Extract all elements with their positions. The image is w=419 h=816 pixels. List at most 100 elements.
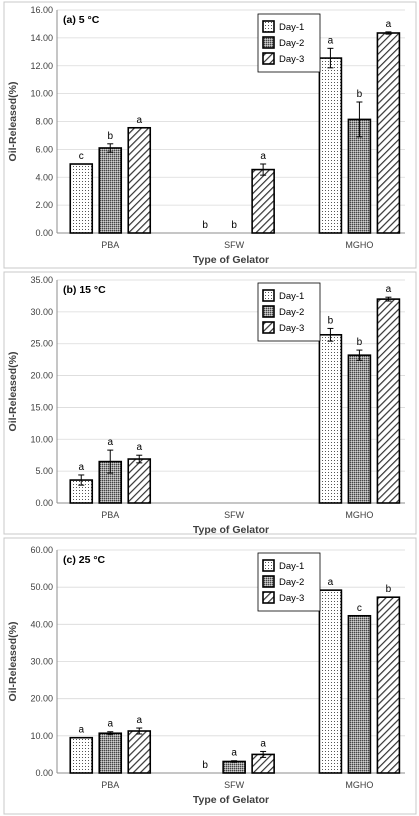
x-category-label: SFW: [224, 510, 245, 520]
bar-pba-day-2: [98, 147, 123, 234]
x-category-label: MGHO: [345, 510, 373, 520]
significance-label: b: [202, 220, 208, 231]
bar-pba-day-1: [69, 736, 94, 774]
bar-pba-day-2: [98, 732, 123, 774]
x-category-label: MGHO: [345, 240, 373, 250]
significance-label: a: [107, 719, 113, 730]
significance-label: a: [107, 437, 113, 448]
significance-label: a: [78, 725, 84, 736]
legend-swatch: [262, 575, 275, 588]
legend-swatch: [262, 289, 275, 302]
x-axis-title: Type of Gelator: [193, 254, 269, 266]
legend-entry: Day-3: [279, 323, 304, 334]
legend-swatch: [262, 52, 275, 65]
y-axis-title: Oil-Released(%): [7, 352, 19, 432]
significance-label: a: [260, 151, 266, 162]
bar-sfw-day-3: [251, 168, 275, 234]
significance-label: c: [357, 603, 362, 614]
significance-label: a: [386, 284, 392, 295]
y-axis-title: Oil-Released(%): [7, 82, 19, 162]
y-tick-label: 60.00: [30, 545, 53, 555]
y-tick-label: 15.00: [30, 402, 53, 412]
bar-pba-day-3: [127, 730, 152, 774]
bar-mgho-day-2: [347, 614, 372, 774]
bar-mgho-day-2: [347, 354, 372, 504]
bar-pba-day-1: [69, 163, 94, 234]
y-tick-label: 30.00: [30, 307, 53, 317]
chart-panel-2: 0.00 5.00 10.00 15.00 20.00 25.00 30.00 35.00 a a…: [3, 271, 417, 536]
significance-label: a: [260, 738, 266, 749]
y-tick-label: 10.00: [30, 434, 53, 444]
significance-label: b: [231, 220, 237, 231]
panel-title: (c) 25 °C: [63, 554, 106, 566]
significance-label: a: [386, 19, 392, 30]
significance-label: a: [136, 715, 142, 726]
y-tick-label: 40.00: [30, 619, 53, 629]
y-axis-title: Oil-Released(%): [7, 622, 19, 702]
significance-label: a: [136, 442, 142, 453]
bar-pba-day-3: [127, 458, 152, 504]
y-tick-label: 8.00: [35, 117, 53, 127]
x-axis-title: Type of Gelator: [193, 524, 269, 536]
y-tick-label: 12.00: [30, 61, 53, 71]
legend-entry: Day-1: [279, 291, 304, 302]
chart-panel-3: 0.00 10.00 20.00 30.00 40.00 50.00 60.00 a a a PBA…: [3, 537, 417, 815]
y-tick-label: 0.00: [35, 228, 53, 238]
legend-swatch: [262, 305, 275, 318]
y-tick-label: 16.00: [30, 5, 53, 15]
legend-swatch: [262, 20, 275, 33]
x-category-label: PBA: [101, 240, 119, 250]
y-tick-label: 25.00: [30, 339, 53, 349]
legend-entry: Day-3: [279, 54, 304, 65]
y-tick-label: 2.00: [35, 200, 53, 210]
y-tick-label: 14.00: [30, 33, 53, 43]
bar-sfw-day-2: [222, 760, 246, 774]
x-category-label: SFW: [224, 780, 245, 790]
significance-label: a: [136, 115, 142, 126]
x-axis-title: Type of Gelator: [193, 794, 269, 806]
y-tick-label: 20.00: [30, 694, 53, 704]
y-tick-label: 10.00: [30, 89, 53, 99]
x-category-label: SFW: [224, 240, 245, 250]
panel-title: (a) 5 °C: [63, 14, 100, 26]
bar-mgho-day-3: [376, 32, 401, 234]
y-tick-label: 5.00: [35, 466, 53, 476]
y-tick-label: 35.00: [30, 275, 53, 285]
significance-label: b: [328, 315, 334, 326]
panel-title: (b) 15 °C: [63, 284, 106, 296]
bar-mgho-day-1: [318, 333, 343, 504]
significance-label: b: [202, 760, 208, 771]
y-tick-label: 4.00: [35, 172, 53, 182]
legend-swatch: [262, 321, 275, 334]
legend-entry: Day-2: [279, 307, 304, 318]
bar-mgho-day-1: [318, 589, 343, 774]
y-tick-label: 6.00: [35, 144, 53, 154]
legend-swatch: [262, 559, 275, 572]
x-category-label: MGHO: [345, 780, 373, 790]
y-tick-label: 50.00: [30, 582, 53, 592]
y-tick-label: 0.00: [35, 498, 53, 508]
significance-label: b: [107, 131, 113, 142]
significance-label: a: [328, 577, 334, 588]
bar-mgho-day-3: [376, 596, 401, 774]
legend-entry: Day-1: [279, 561, 304, 572]
x-category-label: PBA: [101, 780, 119, 790]
chart-panel-1: 0.00 2.00 4.00 6.00 8.00 10.00 12.00 14.00 16.00…: [3, 1, 417, 269]
y-tick-label: 0.00: [35, 768, 53, 778]
legend-swatch: [262, 591, 275, 604]
significance-label: b: [386, 584, 392, 595]
significance-label: b: [357, 89, 363, 100]
significance-label: b: [357, 337, 363, 348]
y-tick-label: 30.00: [30, 657, 53, 667]
legend-entry: Day-2: [279, 577, 304, 588]
legend-entry: Day-2: [279, 38, 304, 49]
y-tick-label: 20.00: [30, 371, 53, 381]
y-tick-label: 10.00: [30, 731, 53, 741]
significance-label: c: [79, 151, 84, 162]
bar-mgho-day-1: [318, 57, 343, 234]
significance-label: a: [231, 748, 237, 759]
significance-label: a: [328, 35, 334, 46]
legend-swatch: [262, 36, 275, 49]
legend-entry: Day-1: [279, 22, 304, 33]
